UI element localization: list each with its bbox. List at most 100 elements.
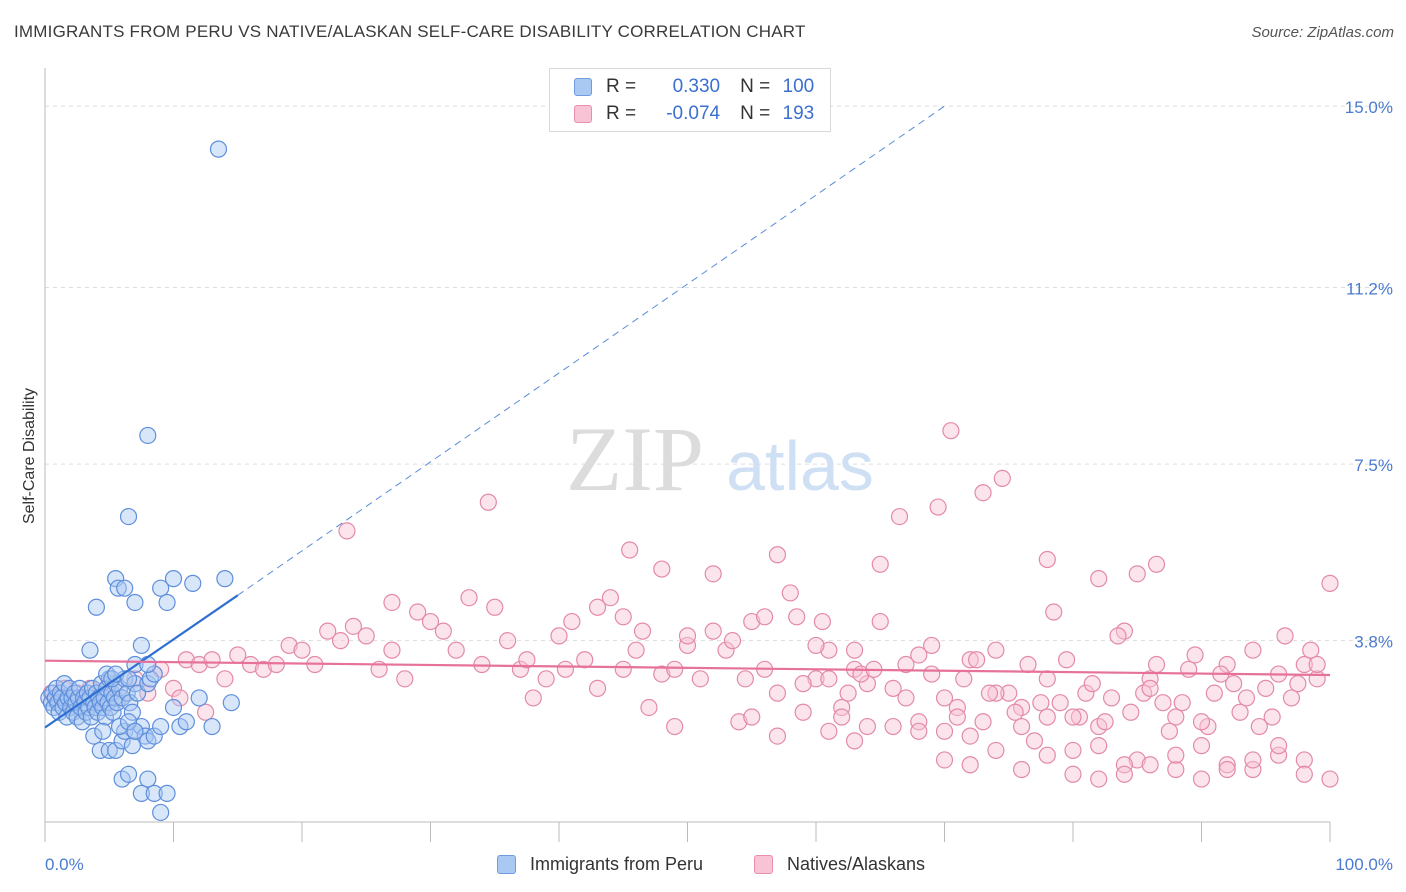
native-point (242, 655, 260, 674)
legend-n-label: N = (740, 103, 771, 124)
bottom-legend-label-peru: Immigrants from Peru (530, 853, 704, 874)
native-point (717, 641, 735, 659)
native-point (813, 612, 832, 631)
peru-point (158, 593, 176, 612)
native-point (486, 598, 504, 616)
native-point (1167, 708, 1185, 726)
native-point (383, 641, 401, 659)
legend-n-label: N = (740, 76, 771, 97)
native-point (968, 651, 986, 669)
native-point (1070, 708, 1089, 726)
peru-point (152, 803, 170, 822)
native-point (788, 608, 806, 626)
native-point (884, 717, 902, 736)
chart-title: IMMIGRANTS FROM PERU VS NATIVE/ALASKAN S… (14, 22, 806, 41)
native-point (1192, 713, 1211, 731)
native-point (871, 555, 889, 573)
native-point (1276, 627, 1294, 645)
native-point (640, 698, 658, 717)
native-point (942, 422, 960, 440)
native-point (1167, 746, 1185, 764)
native-point (1147, 655, 1166, 674)
native-point (678, 636, 697, 655)
peru-point (132, 784, 150, 802)
native-point (344, 617, 362, 635)
native-point (1051, 694, 1069, 712)
peru-point (126, 722, 144, 740)
native-point (524, 689, 542, 707)
y-axis-label: Self-Care Disability (21, 388, 38, 524)
native-point (923, 665, 941, 683)
native-point (1269, 746, 1288, 764)
native-point (743, 708, 761, 726)
native-point (319, 622, 337, 640)
source-label: Source: ZipAtlas.com (1251, 24, 1394, 41)
legend-r-value-natives: -0.074 (666, 103, 721, 124)
native-point (1032, 694, 1050, 712)
native-point (1308, 670, 1326, 688)
native-point (1038, 670, 1056, 688)
native-point (499, 632, 517, 650)
native-point (807, 636, 825, 655)
native-point (858, 717, 877, 736)
native-point (197, 703, 215, 721)
native-point (653, 560, 671, 578)
x-tick-label: 100.0% (1335, 855, 1393, 874)
y-tick-label: 3.8% (1354, 633, 1393, 652)
native-point (1057, 651, 1076, 669)
native-point (1115, 756, 1134, 774)
peru-point (110, 717, 129, 736)
native-point (267, 655, 285, 674)
native-point (768, 684, 787, 702)
peru-point (145, 727, 163, 745)
native-point (833, 708, 851, 726)
native-point (794, 675, 812, 693)
native-point (935, 689, 954, 707)
native-point (980, 684, 999, 702)
native-point (1295, 655, 1313, 674)
native-point (897, 689, 915, 707)
peru-point (107, 741, 125, 760)
native-point (1218, 756, 1236, 774)
native-point (884, 679, 902, 697)
native-point (633, 622, 652, 640)
x-tick-label: 0.0% (45, 855, 84, 874)
native-point (614, 608, 632, 626)
peru-point (164, 698, 183, 717)
native-point (1045, 603, 1063, 621)
y-tick-label: 15.0% (1345, 98, 1393, 117)
bottom-legend-natives: Natives/Alaskans (754, 851, 925, 877)
native-point (1128, 751, 1146, 769)
native-point (254, 660, 273, 678)
native-point (961, 727, 979, 745)
y-tick-labels: 3.8% 7.5% 11.2% 15.0% (1345, 98, 1393, 651)
y-tick-label: 11.2% (1346, 280, 1393, 299)
peru-point (87, 598, 106, 616)
native-point (614, 660, 632, 678)
peru-point (123, 703, 141, 721)
peru-point (139, 770, 157, 788)
native-point (948, 708, 966, 726)
native-point (357, 627, 375, 645)
native-point (1173, 694, 1191, 712)
native-point (1038, 550, 1056, 569)
native-point (666, 717, 684, 736)
native-point (1192, 737, 1211, 755)
native-point (653, 665, 671, 683)
native-point (935, 751, 954, 769)
peru-point (222, 694, 240, 712)
native-point (293, 641, 311, 659)
native-point (588, 679, 607, 697)
native-point (550, 627, 568, 645)
peru-trend-extension (237, 105, 945, 596)
native-point (1122, 703, 1140, 721)
native-point (1192, 770, 1211, 788)
native-point (987, 741, 1005, 760)
peru-points (40, 140, 240, 822)
peru-point (109, 579, 127, 597)
native-point (383, 593, 401, 612)
native-trend-line (44, 659, 1331, 677)
native-point (987, 684, 1005, 702)
legend-r-value-peru: 0.330 (672, 76, 721, 97)
peru-point (164, 570, 183, 588)
